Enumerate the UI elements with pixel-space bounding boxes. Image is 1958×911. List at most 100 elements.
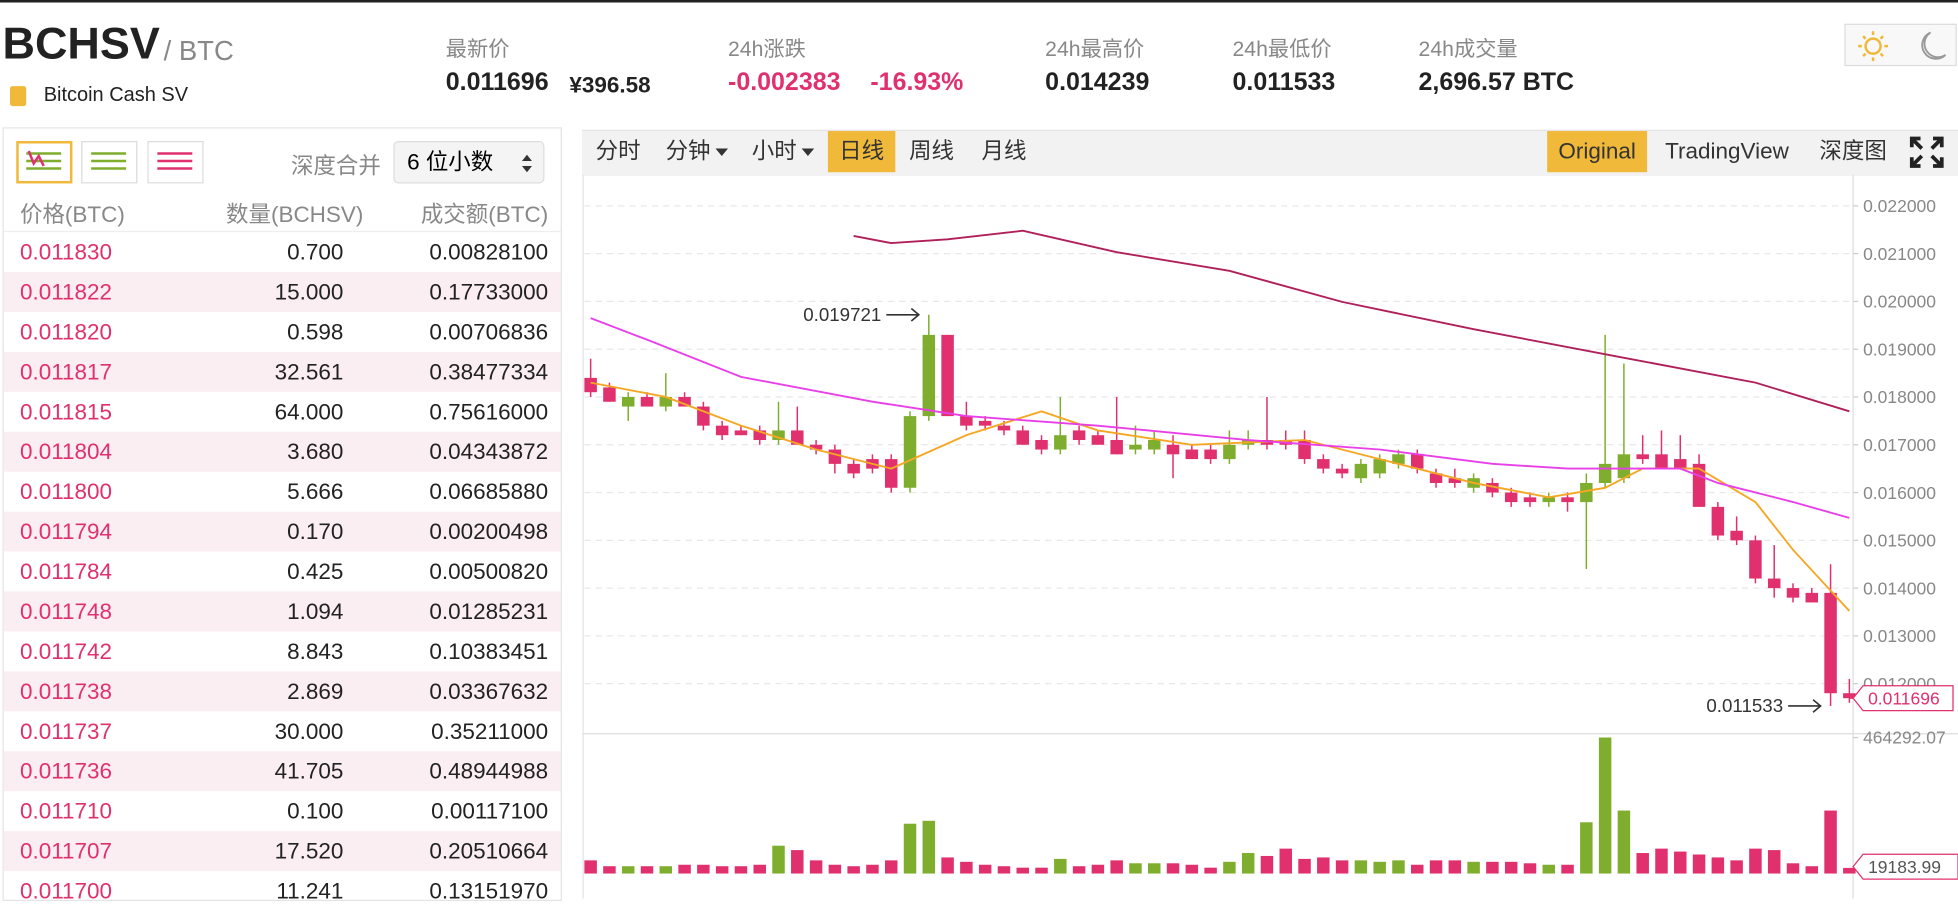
volume-bar xyxy=(1805,866,1819,874)
order-row[interactable]: 0.011820 0.598 0.00706836 xyxy=(4,312,561,352)
volume-bar xyxy=(1411,864,1424,874)
order-row[interactable]: 0.011707 17.520 0.20510664 xyxy=(3,831,561,872)
order-row[interactable]: 0.011710 0.100 0.00117100 xyxy=(4,791,561,831)
stat-value: 2,696.57 BTC xyxy=(1418,68,1575,97)
order-total: 0.00500820 xyxy=(429,559,549,585)
candle-body xyxy=(1598,463,1612,483)
volume-bar xyxy=(1824,810,1837,874)
volume-bar xyxy=(1767,850,1781,874)
volume-bar xyxy=(1523,863,1537,874)
view-asks[interactable] xyxy=(147,141,204,184)
volume-bar xyxy=(715,866,729,874)
order-total: 0.06685880 xyxy=(429,479,549,505)
view-button[interactable]: Original xyxy=(1547,131,1648,173)
volume-bar xyxy=(1692,854,1706,874)
order-row[interactable]: 0.011794 0.170 0.00200498 xyxy=(3,511,561,552)
order-total: 0.04343872 xyxy=(429,439,549,465)
y-tick-label: 0.016000 xyxy=(1863,483,1936,503)
view-bids[interactable] xyxy=(81,141,138,184)
order-row[interactable]: 0.011737 30.000 0.35211000 xyxy=(4,711,561,751)
candle-body xyxy=(1204,449,1217,460)
interval-button[interactable]: 小时 xyxy=(742,131,824,172)
interval-button[interactable]: 月线 xyxy=(970,131,1037,172)
y-tick-label: 0.021000 xyxy=(1863,244,1936,264)
interval-button[interactable]: 分时 xyxy=(587,131,649,172)
volume-bar xyxy=(1204,867,1217,874)
order-row[interactable]: 0.011736 41.705 0.48944988 xyxy=(3,751,561,792)
order-row[interactable]: 0.011815 64.000 0.75616000 xyxy=(4,392,561,432)
volume-bar xyxy=(1448,860,1462,874)
volume-bar xyxy=(753,864,766,874)
candle-body xyxy=(1392,454,1405,464)
merge-value: 6 位小数 xyxy=(407,149,494,175)
candle-body xyxy=(1166,444,1180,455)
interval-button[interactable]: 周线 xyxy=(898,131,965,172)
order-price: 0.011737 xyxy=(19,718,113,744)
order-total: 0.20510664 xyxy=(429,838,549,864)
order-total: 0.10383451 xyxy=(429,638,549,664)
order-row[interactable]: 0.011817 32.561 0.38477334 xyxy=(3,351,561,392)
order-row[interactable]: 0.011742 8.843 0.10383451 xyxy=(4,631,561,671)
interval-label: 周线 xyxy=(909,138,955,164)
volume-bar xyxy=(1711,857,1725,874)
volume-bar xyxy=(772,845,785,874)
merge-select[interactable]: 6 位小数 xyxy=(393,141,545,184)
candle-body xyxy=(1429,473,1443,483)
volume-bar xyxy=(847,866,860,874)
volume-bar xyxy=(1298,858,1311,874)
candle-body xyxy=(1580,482,1593,503)
order-price: 0.011748 xyxy=(19,598,113,624)
view-button[interactable]: 深度图 xyxy=(1819,138,1887,164)
volume-bar xyxy=(1260,855,1274,874)
volume-bar xyxy=(922,820,936,874)
fullscreen-button[interactable] xyxy=(1908,135,1945,170)
volume-bar xyxy=(903,823,917,874)
order-row[interactable]: 0.011822 15.000 0.17733000 xyxy=(3,272,561,312)
candle-body xyxy=(1486,482,1499,493)
interval-button[interactable]: 分钟 xyxy=(654,131,739,172)
ma-line xyxy=(590,381,1851,612)
y-tick-label: 0.017000 xyxy=(1863,435,1936,455)
candle-body xyxy=(753,430,766,440)
candle-body xyxy=(847,463,860,474)
volume-bar xyxy=(584,860,597,874)
order-row[interactable]: 0.011830 0.700 0.00828100 xyxy=(4,232,561,272)
order-row[interactable]: 0.011748 1.094 0.01285231 xyxy=(3,591,561,632)
volume-bar xyxy=(941,857,954,874)
stat-label: 最新价 xyxy=(445,37,510,62)
extreme-label: 0.019721 xyxy=(803,304,881,325)
candle-body xyxy=(960,416,973,426)
volume-bar xyxy=(1016,867,1029,874)
volume-bar xyxy=(1241,853,1255,874)
theme-icons xyxy=(1858,31,1947,62)
order-amount: 41.705 xyxy=(274,758,344,784)
order-row[interactable]: 0.011804 3.680 0.04343872 xyxy=(3,431,561,472)
coin-name: Bitcoin Cash SV xyxy=(43,84,189,107)
order-row[interactable]: 0.011800 5.666 0.06685880 xyxy=(4,472,561,512)
volume-bar xyxy=(1148,863,1161,874)
order-row[interactable]: 0.011700 11.241 0.13151970 xyxy=(4,871,561,911)
volume-bar xyxy=(1035,867,1048,874)
order-row[interactable]: 0.011738 2.869 0.03367632 xyxy=(3,671,561,712)
interval-label: 分钟 xyxy=(665,138,711,164)
order-row[interactable]: 0.011784 0.425 0.00500820 xyxy=(4,552,561,592)
candle-body xyxy=(1542,497,1556,503)
candle-body xyxy=(1223,444,1236,460)
candle-body xyxy=(1072,430,1086,440)
stat-label: 24h最低价 xyxy=(1232,37,1332,62)
candle-body xyxy=(659,396,673,407)
select-arrows xyxy=(521,154,532,173)
order-total: 0.03367632 xyxy=(429,678,549,704)
interval-button[interactable]: 日线 xyxy=(827,131,896,173)
candle-body xyxy=(1636,454,1649,460)
order-price: 0.011815 xyxy=(19,399,113,425)
order-amount: 30.000 xyxy=(274,718,344,744)
candle-body xyxy=(1411,454,1424,469)
order-amount: 0.598 xyxy=(287,319,344,345)
volume-bar xyxy=(603,866,616,874)
order-price: 0.011742 xyxy=(19,638,113,664)
theme-toggle[interactable] xyxy=(1844,23,1957,67)
volume-bar xyxy=(1749,848,1762,874)
view-button[interactable]: TradingView xyxy=(1665,138,1789,164)
